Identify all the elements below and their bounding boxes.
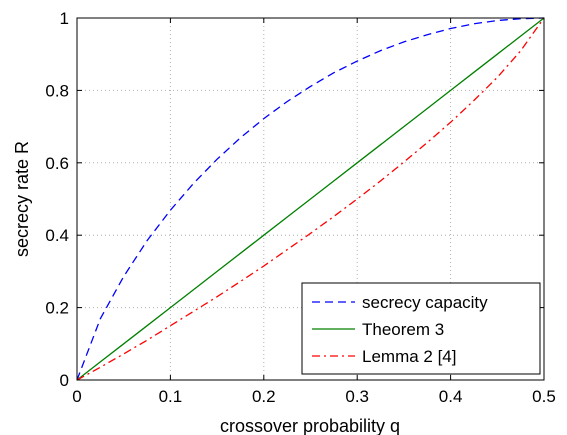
y-tick-label: 0.2 bbox=[45, 299, 69, 318]
grid bbox=[77, 18, 544, 380]
y-tick-label: 0.8 bbox=[45, 81, 69, 100]
x-axis-label: crossover probability q bbox=[220, 416, 400, 435]
series-line bbox=[76, 17, 545, 381]
x-tick-label: 0.5 bbox=[532, 387, 556, 406]
y-tick-label: 0.6 bbox=[45, 154, 69, 173]
ticks bbox=[76, 17, 545, 381]
x-tick-label: 0.1 bbox=[159, 387, 183, 406]
series-line bbox=[76, 17, 545, 381]
y-tick-labels: 0 0.2 0.4 0.6 0.8 1 bbox=[45, 9, 69, 390]
legend: secrecy capacity Theorem 3 Lemma 2 [4] bbox=[301, 282, 541, 375]
legend-label: Lemma 2 [4] bbox=[362, 347, 457, 366]
legend-label: Theorem 3 bbox=[362, 320, 444, 339]
series-line bbox=[76, 17, 545, 381]
legend-label: secrecy capacity bbox=[362, 293, 488, 312]
plot-frame bbox=[76, 17, 545, 381]
y-axis-label: secrecy rate R bbox=[12, 141, 32, 257]
x-tick-label: 0 bbox=[72, 387, 81, 406]
y-tick-label: 1 bbox=[60, 9, 69, 28]
x-tick-label: 0.2 bbox=[252, 387, 276, 406]
x-tick-labels: 0 0.1 0.2 0.3 0.4 0.5 bbox=[72, 387, 556, 406]
x-tick-label: 0.3 bbox=[345, 387, 369, 406]
y-tick-label: 0 bbox=[60, 371, 69, 390]
x-tick-label: 0.4 bbox=[439, 387, 463, 406]
y-tick-label: 0.4 bbox=[45, 226, 69, 245]
series-layer bbox=[76, 17, 545, 381]
